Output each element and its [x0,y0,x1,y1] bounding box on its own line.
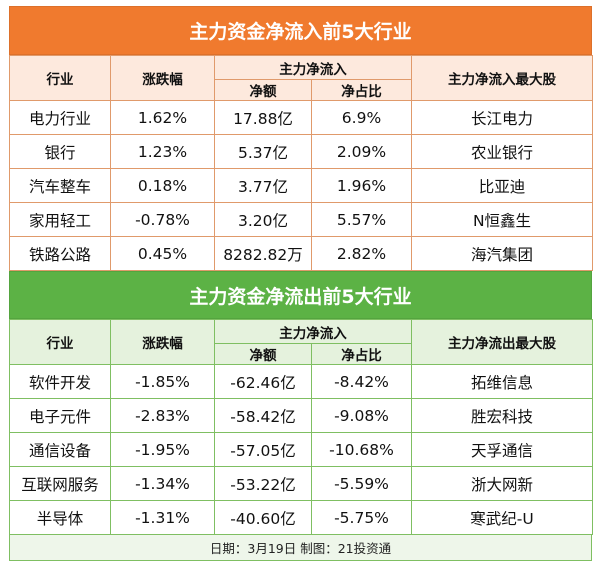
cell-amount: 17.88亿 [214,100,312,135]
cell-industry: 汽车整车 [9,168,111,203]
outflow-header-change: 涨跌幅 [110,319,215,365]
outflow-header-industry: 行业 [9,319,111,365]
cell-change: 1.62% [110,100,215,135]
inflow-header-net-ratio: 净占比 [311,79,412,101]
cell-stock: 长江电力 [411,100,593,135]
cell-industry: 软件开发 [9,364,111,399]
inflow-header-change: 涨跌幅 [110,55,215,101]
cell-industry: 电力行业 [9,100,111,135]
cell-change: -1.95% [110,432,215,467]
cell-ratio: -9.08% [311,398,412,433]
cell-industry: 半导体 [9,500,111,535]
cell-ratio: -8.42% [311,364,412,399]
inflow-header-top-stock: 主力净流入最大股 [411,55,593,101]
inflow-header-net-amount: 净额 [214,79,312,101]
cell-ratio: 2.09% [311,134,412,169]
cell-ratio: -10.68% [311,432,412,467]
table-row: 铁路公路 0.45% 8282.82万 2.82% 海汽集团 [9,236,593,271]
cell-change: -2.83% [110,398,215,433]
cell-amount: -62.46亿 [214,364,312,399]
cell-amount: 3.77亿 [214,168,312,203]
table-row: 银行 1.23% 5.37亿 2.09% 农业银行 [9,134,593,169]
table-row: 互联网服务 -1.34% -53.22亿 -5.59% 浙大网新 [9,466,593,501]
cell-change: -1.34% [110,466,215,501]
cell-amount: -57.05亿 [214,432,312,467]
inflow-subheader-row: 净额 净占比 [10,79,593,101]
cell-industry: 家用轻工 [9,202,111,237]
cell-ratio: 2.82% [311,236,412,271]
cell-amount: 8282.82万 [214,236,312,271]
outflow-title: 主力资金净流出前5大行业 [9,271,592,319]
cell-change: -0.78% [110,202,215,237]
cell-stock: 寒武纪-U [411,500,593,535]
outflow-header-net-amount: 净额 [214,343,312,365]
cell-ratio: 1.96% [311,168,412,203]
cell-amount: -40.60亿 [214,500,312,535]
cell-ratio: 6.9% [311,100,412,135]
footer-credit: 日期：3月19日 制图：21投资通 [9,535,592,561]
outflow-header-net-group: 主力净流入 [214,319,412,344]
cell-stock: 胜宏科技 [411,398,593,433]
cell-change: 0.18% [110,168,215,203]
cell-stock: 海汽集团 [411,236,593,271]
cell-ratio: 5.57% [311,202,412,237]
cell-change: 0.45% [110,236,215,271]
table-row: 电力行业 1.62% 17.88亿 6.9% 长江电力 [9,100,593,135]
cell-industry: 互联网服务 [9,466,111,501]
cell-change: -1.85% [110,364,215,399]
inflow-header-net-group: 主力净流入 [214,55,412,80]
inflow-header-row: 行业 涨跌幅 主力净流入 主力净流入最大股 [9,55,593,101]
cell-industry: 铁路公路 [9,236,111,271]
cell-industry: 银行 [9,134,111,169]
outflow-header-top-stock: 主力净流出最大股 [411,319,593,365]
cell-ratio: -5.59% [311,466,412,501]
inflow-section: 主力资金净流入前5大行业 行业 涨跌幅 主力净流入 主力净流入最大股 净额 净占… [9,6,593,271]
table-row: 半导体 -1.31% -40.60亿 -5.75% 寒武纪-U [9,500,593,535]
outflow-section: 主力资金净流出前5大行业 行业 涨跌幅 主力净流入 主力净流出最大股 净额 净占… [9,271,593,561]
cell-stock: 拓维信息 [411,364,593,399]
table-row: 家用轻工 -0.78% 3.20亿 5.57% N恒鑫生 [9,202,593,237]
outflow-table: 行业 涨跌幅 主力净流入 主力净流出最大股 净额 净占比 软件开发 -1.85%… [9,319,593,535]
cell-change: -1.31% [110,500,215,535]
cell-stock: 比亚迪 [411,168,593,203]
table-row: 通信设备 -1.95% -57.05亿 -10.68% 天孚通信 [9,432,593,467]
cell-stock: 浙大网新 [411,466,593,501]
cell-amount: 3.20亿 [214,202,312,237]
cell-amount: -53.22亿 [214,466,312,501]
outflow-subheader-row: 净额 净占比 [10,343,593,365]
cell-stock: N恒鑫生 [411,202,593,237]
table-row: 软件开发 -1.85% -62.46亿 -8.42% 拓维信息 [9,364,593,399]
cell-stock: 农业银行 [411,134,593,169]
inflow-header-industry: 行业 [9,55,111,101]
outflow-header-row: 行业 涨跌幅 主力净流入 主力净流出最大股 [9,319,593,365]
inflow-table: 行业 涨跌幅 主力净流入 主力净流入最大股 净额 净占比 电力行业 1.62% … [9,55,593,271]
table-row: 电子元件 -2.83% -58.42亿 -9.08% 胜宏科技 [9,398,593,433]
cell-industry: 电子元件 [9,398,111,433]
inflow-title: 主力资金净流入前5大行业 [9,6,592,55]
cell-amount: 5.37亿 [214,134,312,169]
cell-industry: 通信设备 [9,432,111,467]
cell-ratio: -5.75% [311,500,412,535]
cell-change: 1.23% [110,134,215,169]
outflow-header-net-ratio: 净占比 [311,343,412,365]
cell-amount: -58.42亿 [214,398,312,433]
table-row: 汽车整车 0.18% 3.77亿 1.96% 比亚迪 [9,168,593,203]
cell-stock: 天孚通信 [411,432,593,467]
